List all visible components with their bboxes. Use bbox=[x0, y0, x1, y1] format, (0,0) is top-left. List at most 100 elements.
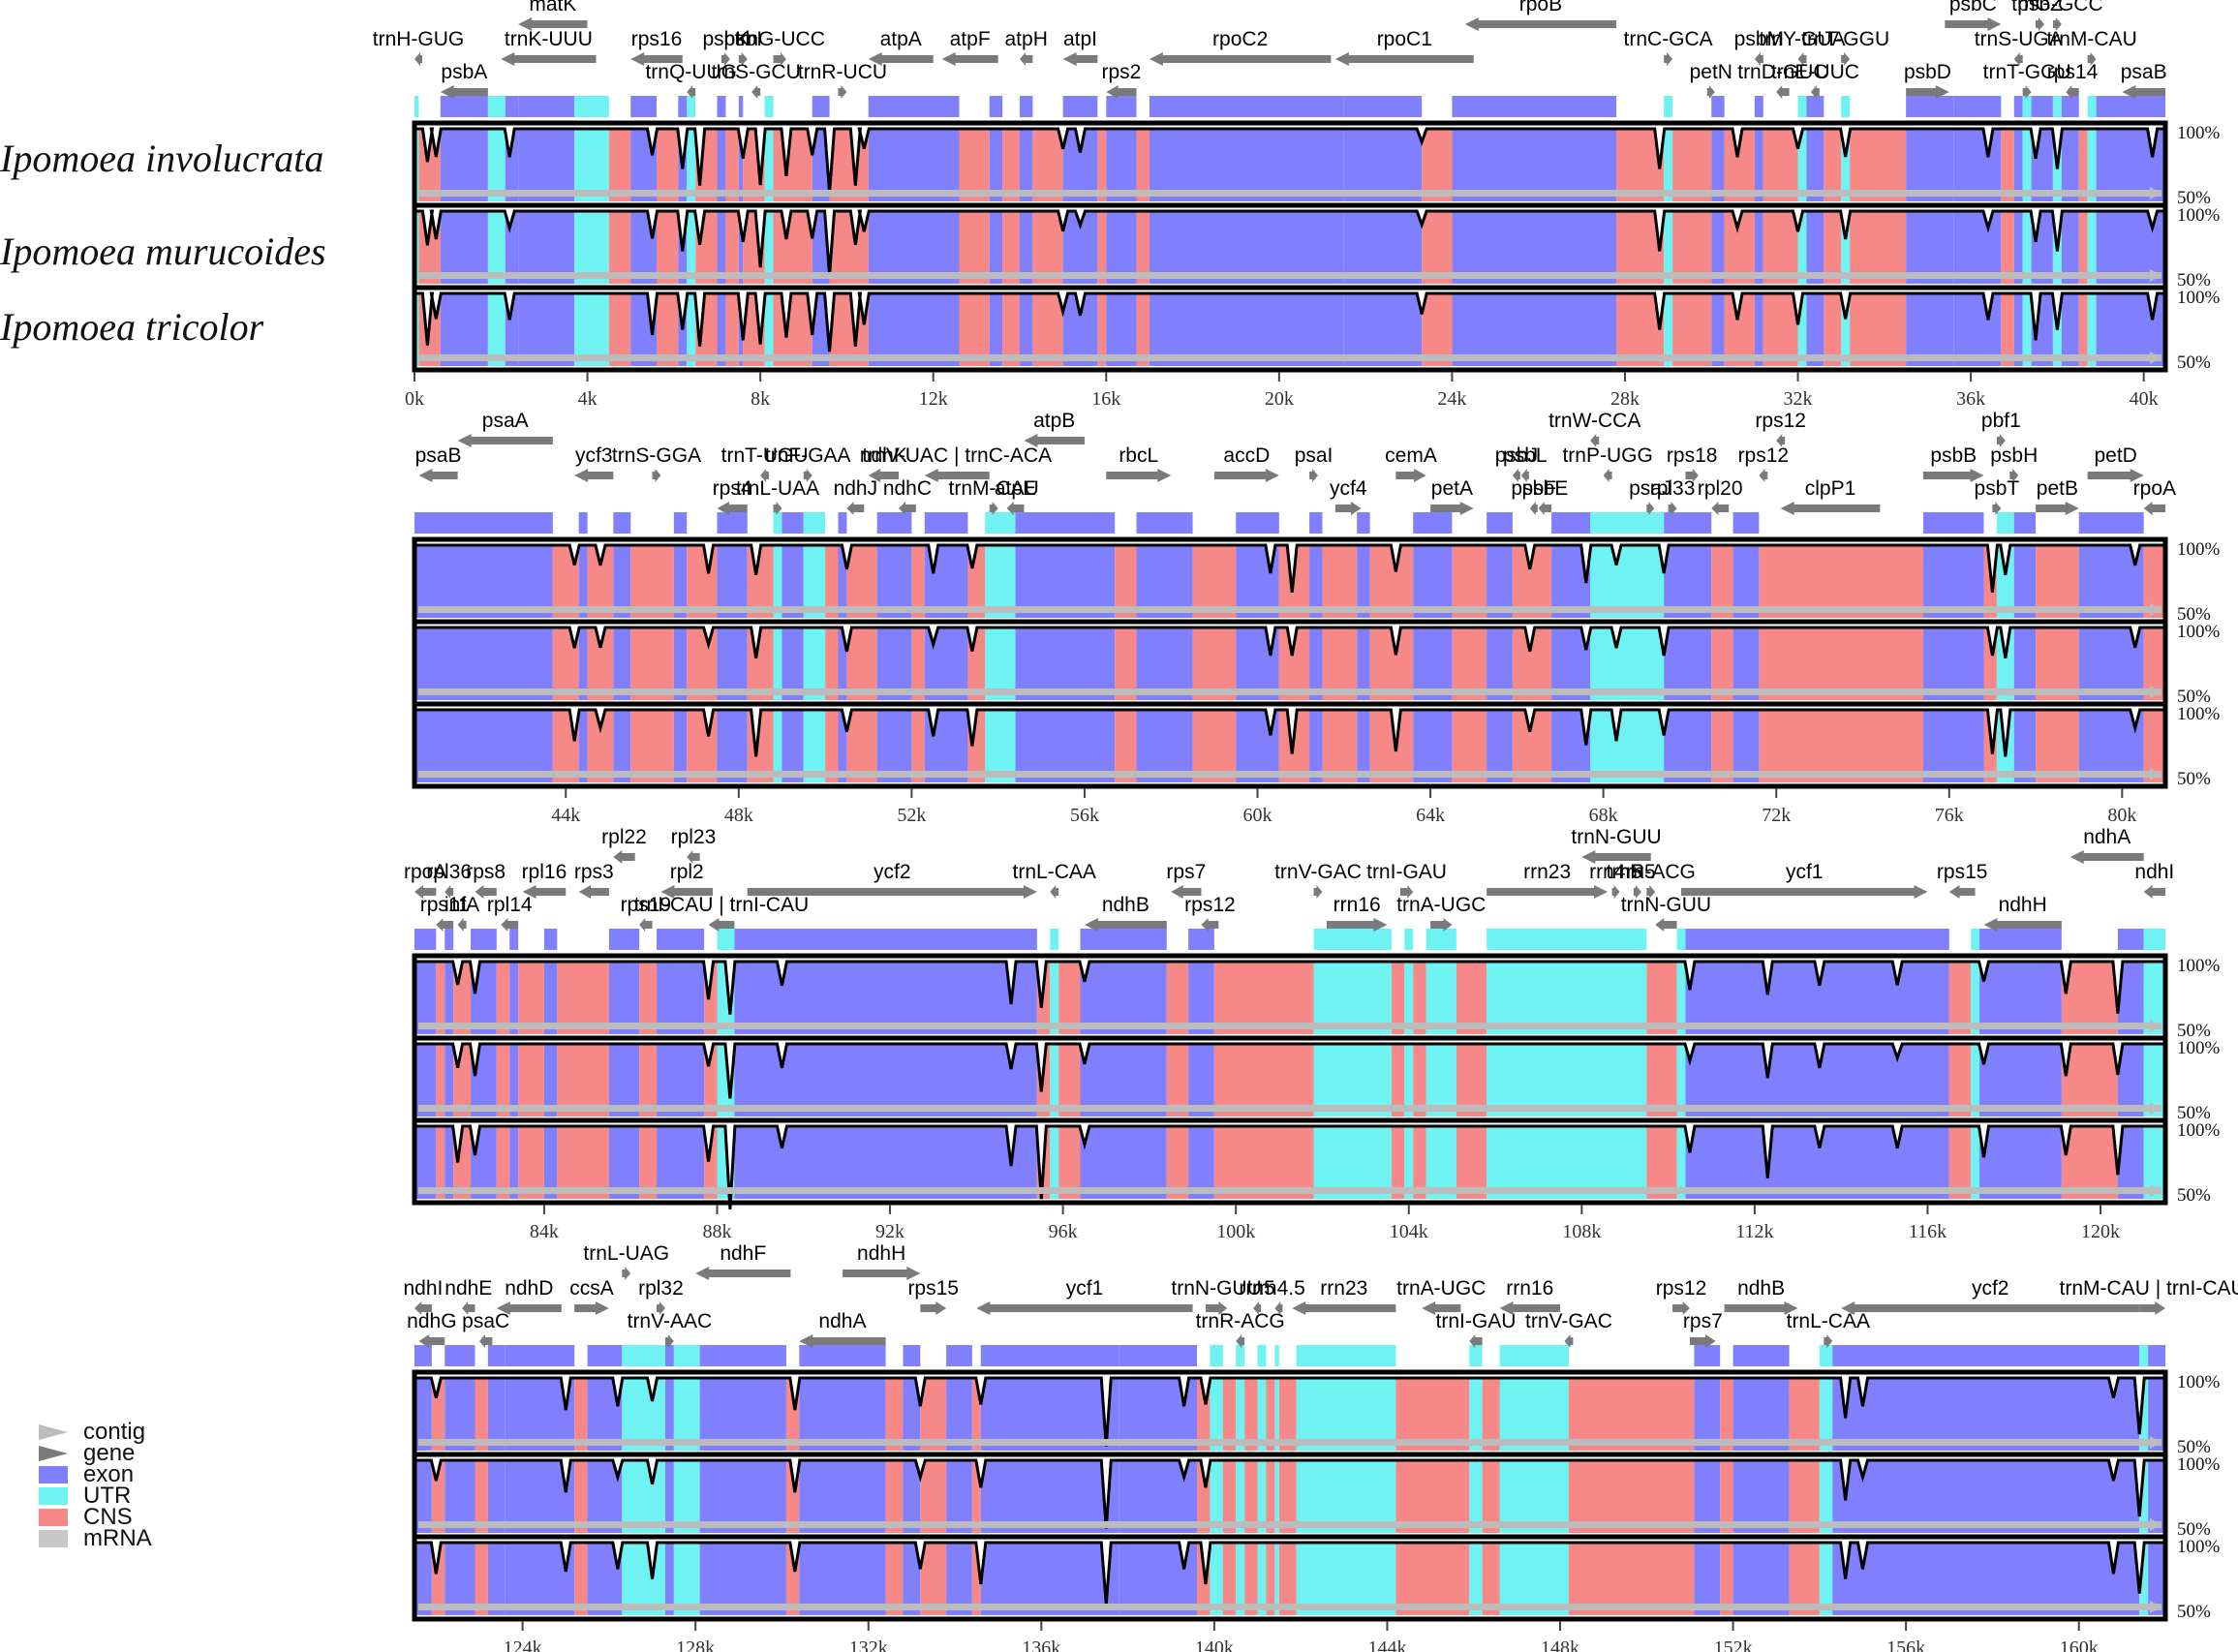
annotation-exon-bar bbox=[2031, 96, 2053, 117]
gene-arrow bbox=[989, 502, 998, 515]
y-tick-label-100: 100% bbox=[2177, 704, 2221, 724]
region-utr bbox=[1664, 209, 1673, 284]
gene-arrow bbox=[475, 885, 497, 899]
region-utr bbox=[2139, 1541, 2149, 1615]
region-cns bbox=[1948, 1042, 1972, 1117]
region-utr bbox=[985, 708, 1016, 782]
region-cns bbox=[1568, 1458, 1695, 1533]
region-exon bbox=[717, 626, 748, 700]
gene-label: psaC bbox=[462, 1310, 509, 1332]
region-cns bbox=[1646, 1042, 1677, 1117]
gene-arrow bbox=[2036, 17, 2045, 31]
contig-arrowhead bbox=[2150, 352, 2161, 364]
annotation-exon-bar bbox=[440, 96, 488, 117]
region-cns bbox=[436, 960, 445, 1034]
region-exon bbox=[1694, 1376, 1721, 1451]
region-cns bbox=[639, 960, 657, 1034]
region-cns bbox=[971, 1376, 981, 1451]
identity-curve bbox=[414, 626, 2165, 658]
gene-label: rpoC1 bbox=[1377, 28, 1432, 50]
annotation-exon-bar bbox=[2148, 1345, 2165, 1366]
region-utr bbox=[2143, 1042, 2165, 1117]
region-exon bbox=[2061, 291, 2079, 366]
gene-label: trnR-UCU bbox=[798, 61, 887, 83]
region-exon bbox=[1309, 543, 1323, 618]
gene-arrow bbox=[630, 52, 683, 66]
gene-arrow bbox=[1992, 502, 2002, 515]
region-utr bbox=[1819, 1541, 1833, 1615]
utr-swatch bbox=[39, 1487, 68, 1505]
annotation-exon-bar bbox=[734, 929, 1037, 950]
gene-label: rpl36 bbox=[426, 861, 472, 883]
annotation-exon-bar bbox=[838, 512, 847, 534]
region-utr bbox=[1210, 1376, 1223, 1451]
gene-label: trnA-UGC bbox=[1396, 1277, 1486, 1300]
gene-label: ndhH bbox=[1999, 894, 2047, 916]
region-cns bbox=[2143, 708, 2165, 782]
region-cns bbox=[1097, 127, 1107, 201]
region-cns bbox=[1824, 291, 1842, 366]
region-cns bbox=[1166, 1042, 1189, 1117]
region-utr bbox=[687, 209, 696, 284]
gene-label: psbE bbox=[1521, 477, 1568, 500]
region-utr bbox=[1050, 1042, 1059, 1117]
region-cns bbox=[1789, 1541, 1820, 1615]
annotation-exon-bar bbox=[2096, 96, 2165, 117]
annotation-utr-bar bbox=[1210, 1345, 1223, 1366]
gene-label: rps8 bbox=[466, 861, 506, 883]
region-cns bbox=[475, 1541, 488, 1615]
region-exon bbox=[838, 626, 847, 700]
region-utr bbox=[1296, 1541, 1396, 1615]
track-1-2: 100% 50% bbox=[412, 202, 2221, 291]
region-cns bbox=[1413, 960, 1426, 1034]
annotation-exon-bar bbox=[1357, 512, 1370, 534]
region-cns bbox=[574, 1458, 588, 1533]
gene-label: ycf4 bbox=[1330, 477, 1367, 500]
region-cns bbox=[1452, 708, 1487, 782]
region-exon bbox=[613, 626, 631, 700]
y-tick-label-50: 50% bbox=[2177, 1519, 2211, 1540]
gene-arrow bbox=[2036, 502, 2079, 515]
region-exon bbox=[1806, 291, 1824, 366]
gene-label: atpF bbox=[950, 28, 991, 50]
region-exon bbox=[868, 291, 960, 366]
region-exon bbox=[1754, 209, 1763, 284]
identity-curve bbox=[414, 1376, 2165, 1447]
region-exon bbox=[445, 960, 454, 1034]
y-tick-label-100: 100% bbox=[2177, 622, 2221, 642]
annotation-utr-bar bbox=[1313, 929, 1323, 950]
region-utr bbox=[1426, 1124, 1456, 1199]
region-utr bbox=[1841, 291, 1851, 366]
annotation-exon-bar bbox=[1711, 96, 1725, 117]
identity-curve bbox=[414, 127, 2165, 194]
gene-arrow bbox=[2066, 85, 2079, 99]
x-tick-label: 48k bbox=[724, 805, 753, 826]
region-utr bbox=[1322, 1124, 1392, 1199]
x-tick-label: 0k bbox=[405, 388, 424, 410]
gene-arrow bbox=[457, 434, 553, 447]
region-utr bbox=[2143, 960, 2165, 1034]
gene-arrow bbox=[1824, 1334, 1833, 1348]
gene-arrow bbox=[1590, 434, 1600, 447]
region-cns bbox=[1482, 1376, 1500, 1451]
annotation-exon-bar bbox=[518, 96, 575, 117]
region-cns bbox=[725, 127, 739, 201]
region-cns bbox=[1720, 1376, 1733, 1451]
gene-arrow bbox=[1274, 1301, 1283, 1315]
region-cns bbox=[1452, 626, 1487, 700]
region-exon bbox=[414, 708, 553, 782]
gene-arrow bbox=[1213, 469, 1279, 482]
gene-arrow bbox=[846, 502, 865, 515]
gene-arrow bbox=[898, 502, 916, 515]
region-exon bbox=[1343, 209, 1423, 284]
region-utr bbox=[687, 127, 696, 201]
annotation-exon-bar bbox=[1188, 929, 1214, 950]
region-cns bbox=[1395, 1458, 1470, 1533]
annotation-exon-bar bbox=[664, 1345, 674, 1366]
annotation-exon-bar bbox=[1832, 1345, 2140, 1366]
gene-arrow-icon bbox=[39, 1446, 68, 1461]
region-cns bbox=[1711, 708, 1733, 782]
region-exon bbox=[578, 543, 588, 618]
annotation-exon-bar bbox=[578, 512, 588, 534]
region-utr bbox=[1296, 1458, 1396, 1533]
